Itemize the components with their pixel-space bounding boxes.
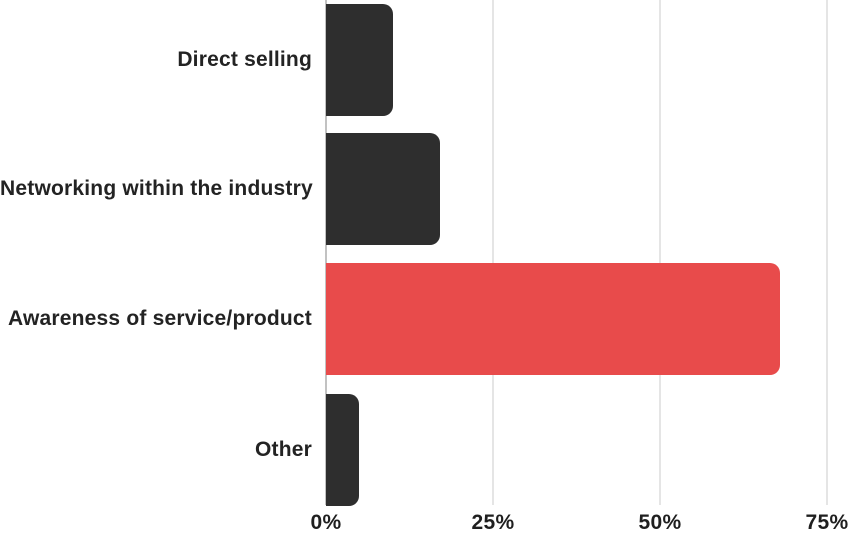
category-label: Awareness of service/product [8,307,312,330]
gridline [659,0,661,505]
category-label: Other [254,438,312,461]
bar [326,133,440,245]
x-tick-label: 25% [471,511,515,534]
category-label: Networking within the industry [0,177,313,200]
x-tick-label: 75% [805,511,849,534]
gridline [492,0,494,505]
x-tick-label: 50% [638,511,682,534]
y-axis-line [325,0,327,505]
bar [326,263,781,375]
x-tick-label: 0% [310,511,342,534]
category-label: Direct selling [177,48,312,71]
gridline [826,0,828,505]
bar [326,394,360,506]
bar [326,4,393,116]
